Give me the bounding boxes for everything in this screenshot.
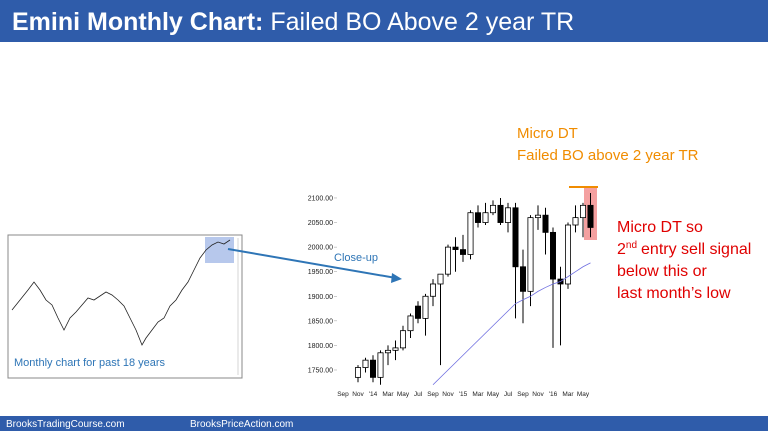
candle-body [422, 295, 429, 319]
candle-body [572, 217, 579, 226]
slide-title: Emini Monthly Chart: Failed BO Above 2 y… [12, 8, 574, 36]
candle-body [377, 352, 384, 378]
arrow-head [391, 273, 402, 283]
candle-body [444, 246, 451, 275]
thumbnail-price-line [11, 239, 231, 346]
x-tick-label: Mar [562, 391, 574, 398]
candle-body [437, 273, 444, 285]
candle-body [452, 246, 459, 250]
red-note-line: below this or [617, 263, 707, 280]
x-tick-label: Sep [517, 391, 529, 398]
red-note-sup: nd [626, 240, 637, 251]
candle-body [535, 214, 542, 219]
header-bar [0, 0, 768, 42]
footer-left: BrooksTradingCourse.com [6, 419, 125, 430]
moving-average [432, 262, 591, 386]
candle-body [407, 315, 414, 332]
footer-bar [0, 416, 768, 431]
candle-body [512, 207, 519, 268]
footer-right: BrooksPriceAction.com [190, 419, 293, 430]
candle-body [354, 367, 361, 378]
x-tick-label: Mar [472, 391, 484, 398]
x-tick-label: '15 [459, 391, 468, 398]
candle-body [414, 305, 421, 319]
candle-body [369, 359, 376, 378]
candle-body [580, 204, 587, 219]
x-tick-label: Nov [532, 391, 544, 398]
orange-note: Failed BO above 2 year TR [517, 147, 699, 164]
arrow-label: Close-up [334, 252, 378, 264]
y-tick-label: 2100.00 [308, 195, 333, 202]
x-tick-label: Jul [414, 391, 423, 398]
candle-body [565, 224, 572, 285]
title-bold: Emini Monthly Chart: [12, 8, 263, 36]
x-tick-label: Sep [337, 391, 349, 398]
y-tick-label: 2000.00 [308, 245, 333, 252]
candle-body [504, 207, 511, 223]
y-tick-label: 1950.00 [308, 269, 333, 276]
red-note-line: last month’s low [617, 285, 731, 302]
candle-body [542, 214, 549, 233]
candle-body [497, 204, 504, 223]
x-tick-label: May [577, 391, 590, 398]
red-note: Micro DT so 2nd entry sell signal below t… [617, 219, 751, 302]
red-note-num: 2 [617, 241, 626, 258]
candle-body [459, 249, 466, 255]
candle-body [362, 359, 369, 368]
x-tick-label: May [397, 391, 410, 398]
x-tick-label: Nov [442, 391, 454, 398]
candle-body [429, 283, 436, 297]
candle-body [550, 231, 557, 280]
x-tick-label: '14 [369, 391, 378, 398]
title-rest: Failed BO Above 2 year TR [270, 8, 574, 36]
candle-body [474, 212, 481, 223]
red-note-line: Micro DT so [617, 219, 703, 236]
x-tick-label: Jul [504, 391, 513, 398]
red-note-rest: entry sell signal [641, 241, 751, 258]
y-tick-label: 1850.00 [308, 318, 333, 325]
candle-body [527, 217, 534, 292]
candle-body [399, 330, 406, 349]
y-tick-label: 1900.00 [308, 294, 333, 301]
candle-body [520, 266, 527, 292]
candle-body [587, 204, 594, 228]
candle-body [489, 204, 496, 214]
y-tick-label: 1800.00 [308, 343, 333, 350]
x-tick-label: '16 [549, 391, 558, 398]
candle-body [467, 212, 474, 255]
x-tick-label: Nov [352, 391, 364, 398]
arrow [227, 248, 397, 279]
red-note-line: 2nd entry sell signal [617, 240, 751, 258]
candle-body [384, 349, 391, 354]
thumbnail-frame [7, 234, 243, 379]
y-tick-label: 2050.00 [308, 220, 333, 227]
x-tick-label: Sep [427, 391, 439, 398]
x-tick-label: May [487, 391, 500, 398]
x-tick-label: Mar [382, 391, 394, 398]
y-tick-label: 1750.00 [308, 367, 333, 374]
candlestick-chart: 1750.00 1800.00 1850.00 1900.00 1950.00 2000.… [308, 193, 594, 398]
candle-body [392, 347, 399, 351]
candle-body [482, 212, 489, 223]
orange-note: Micro DT [517, 125, 578, 142]
thumbnail-caption: Monthly chart for past 18 years [14, 357, 166, 369]
